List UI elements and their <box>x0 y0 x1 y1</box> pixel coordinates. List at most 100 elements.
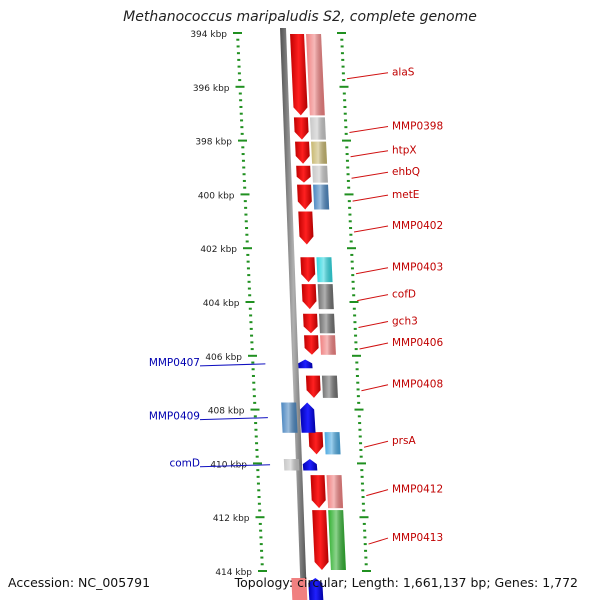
axis-tick-label: 414 kbp <box>215 568 252 578</box>
axis-tick <box>247 280 251 283</box>
axis-tick <box>237 72 241 75</box>
axis-tick <box>250 341 254 344</box>
axis-tick <box>240 119 244 122</box>
axis-tick <box>340 38 344 41</box>
axis-tick <box>354 348 358 351</box>
axis-tick <box>257 489 261 492</box>
gene-features <box>281 34 346 600</box>
gene-leader-MMP0407 <box>199 363 266 367</box>
axis-tick <box>362 522 366 525</box>
gene-leader-cofD <box>357 294 389 302</box>
axis-tick <box>245 240 249 243</box>
cog-sheen-htpX <box>311 141 328 164</box>
axis-tick <box>254 435 258 438</box>
axis-tick <box>356 388 360 391</box>
axis-tick <box>355 361 359 364</box>
axis-tick <box>354 408 364 411</box>
axis-tick-label: 398 kbp <box>195 138 232 148</box>
axis-tick <box>364 556 368 559</box>
axis-tick <box>344 193 354 196</box>
gene-leader-htpX <box>350 150 389 158</box>
cog-sheen-MMP0398 <box>309 117 326 140</box>
axis-tick-label: 410 kbp <box>210 460 247 470</box>
gene-arrow-MMP0403 <box>300 257 316 283</box>
gene-arrow-MMP0409 <box>300 402 316 433</box>
axis-tick <box>364 563 368 566</box>
axis-tick <box>251 361 255 364</box>
gene-leader-MMP0402 <box>353 225 389 233</box>
gene-label-ehbQ: ehbQ <box>392 166 420 178</box>
axis-tick <box>348 206 352 209</box>
axis-tick <box>254 428 258 431</box>
axis-tick <box>346 173 350 176</box>
cog-sheen-MMP0409 <box>281 402 298 433</box>
cog-sheen-cofD <box>317 284 334 310</box>
axis-tick <box>237 65 241 68</box>
axis-tick <box>347 186 351 189</box>
axis-tick <box>240 126 244 129</box>
gene-label-gch3: gch3 <box>392 316 418 328</box>
axis-tick <box>255 448 259 451</box>
axis-tick <box>352 354 361 357</box>
axis-tick <box>250 348 254 351</box>
axis-tick <box>351 274 355 277</box>
gene-label-MMP0412: MMP0412 <box>392 484 443 496</box>
axis-tick <box>250 408 260 411</box>
axis-tick <box>349 240 353 243</box>
axis-tick <box>345 146 349 149</box>
axis-tick <box>239 105 243 108</box>
axis-tick <box>341 58 345 61</box>
axis-tick <box>351 280 355 283</box>
axis-tick <box>360 469 364 472</box>
axis-tick <box>250 334 254 337</box>
axis-tick <box>342 79 346 82</box>
axis-tick <box>252 388 256 391</box>
axis-tick <box>364 549 368 552</box>
gene-leader-MMP0408 <box>361 384 389 392</box>
gene-leader-comD <box>199 464 271 468</box>
axis-tick-label: 400 kbp <box>198 191 235 201</box>
axis-tick <box>357 462 366 465</box>
axis-tick <box>236 52 240 55</box>
axis-tick <box>256 482 260 485</box>
gene-arrow-alaS <box>290 34 308 116</box>
axis-tick <box>343 99 347 102</box>
axis-tick <box>260 556 264 559</box>
gene-arrow-MMP0398 <box>293 117 309 140</box>
map-title: Methanococcus maripaludis S2, complete g… <box>123 9 477 25</box>
axis-ticks-left <box>233 32 267 572</box>
axis-tick <box>349 301 359 303</box>
cog-sheen-prsA <box>324 432 341 455</box>
axis-tick <box>235 85 245 88</box>
axis-tick <box>362 570 371 572</box>
axis-tick <box>255 455 259 458</box>
axis-tick <box>258 509 262 512</box>
axis-tick <box>255 516 265 519</box>
gene-label-cofD: cofD <box>392 289 416 301</box>
axis-tick <box>237 58 241 61</box>
axis-tick-label: 408 kbp <box>208 407 245 417</box>
axis-tick <box>244 220 248 223</box>
gene-leader-gch3 <box>358 321 389 329</box>
axis-tick <box>253 415 257 418</box>
axis-tick <box>340 45 344 48</box>
axis-tick-label: 404 kbp <box>203 299 240 309</box>
axis-tick <box>248 354 257 357</box>
axis-tick <box>343 105 347 108</box>
axis-tick <box>246 260 250 263</box>
axis-tick <box>239 99 243 102</box>
axis-tick <box>249 327 253 330</box>
axis-tick <box>242 173 246 176</box>
gene-arrow-MMP0402 <box>298 211 314 245</box>
axis-tick <box>249 321 253 324</box>
axis-tick <box>240 193 250 196</box>
axis-tick <box>236 38 240 41</box>
axis-tick <box>252 395 256 398</box>
gene-arrow-metE <box>297 184 312 210</box>
axis-tick <box>257 502 261 505</box>
axis-tick <box>351 287 355 290</box>
cog-sheen-MMP0406 <box>320 335 336 355</box>
gene-arrow-MMP0408 <box>305 375 321 398</box>
gene-label-htpX: htpX <box>392 145 417 157</box>
axis-tick <box>243 186 247 189</box>
